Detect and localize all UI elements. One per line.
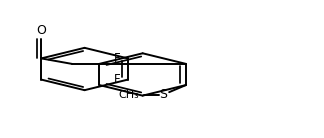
Text: F: F [114,52,121,65]
Text: CH₃: CH₃ [118,90,139,100]
Text: S: S [159,88,168,101]
Text: F: F [114,73,121,86]
Text: O: O [36,24,46,37]
